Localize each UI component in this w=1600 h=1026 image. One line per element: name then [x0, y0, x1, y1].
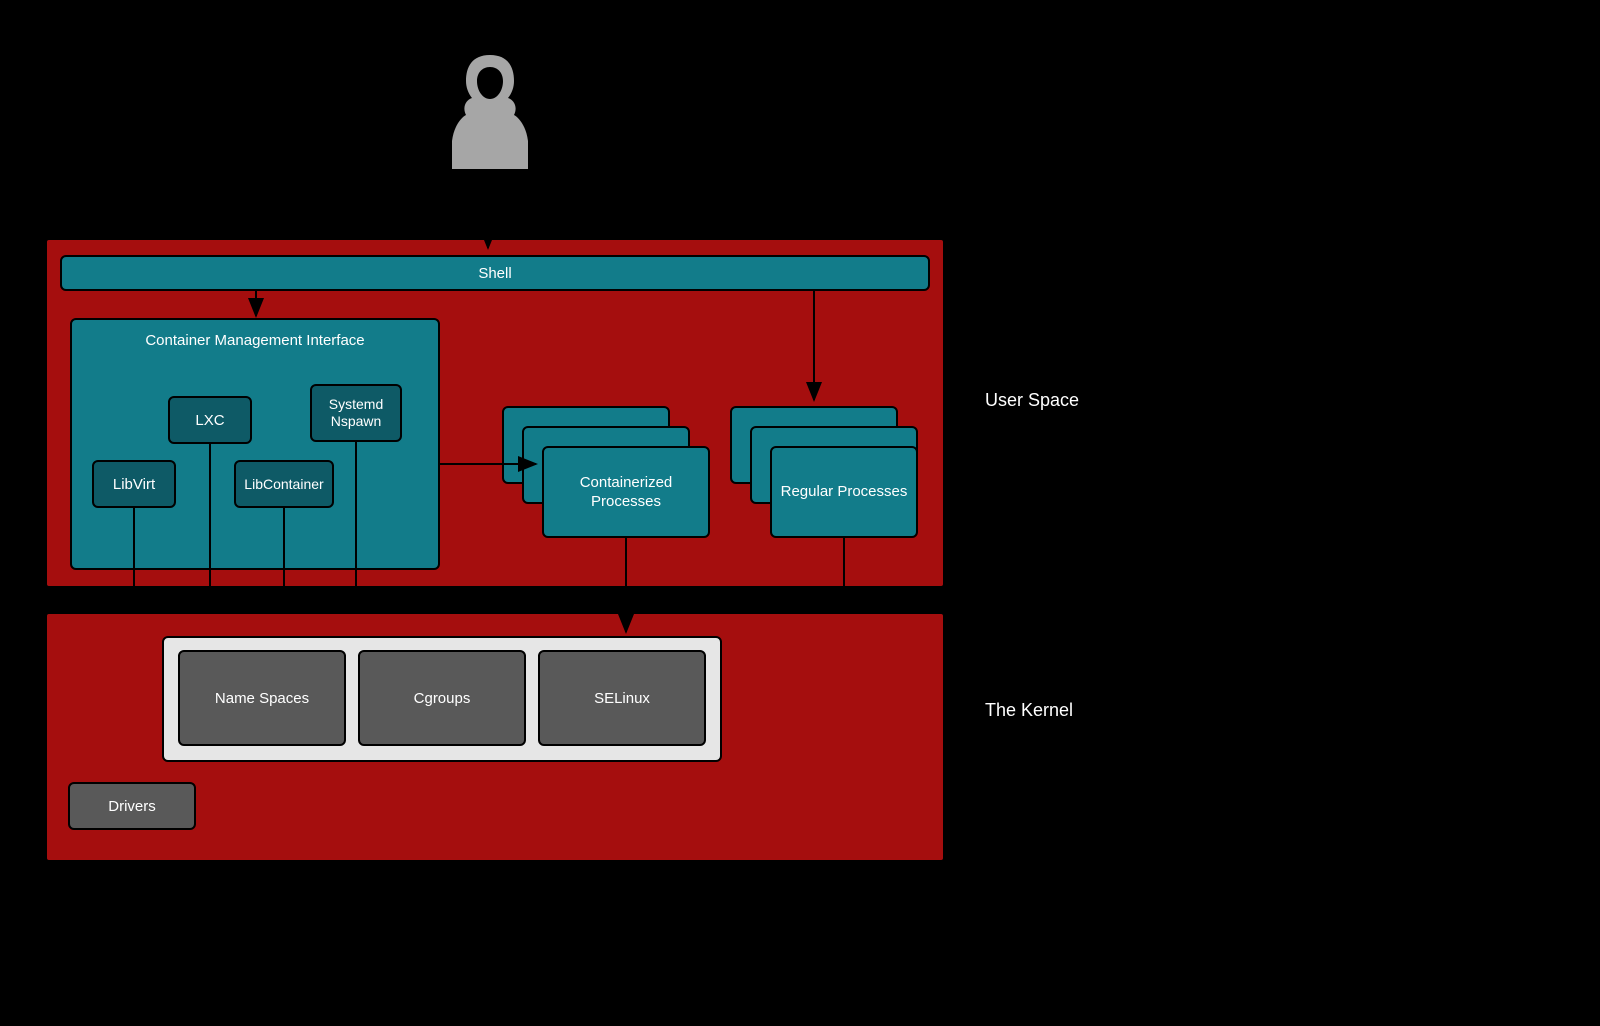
architecture-diagram: User Space The Kernel Shell Container Ma…: [0, 0, 1600, 1026]
user-icon: [440, 45, 540, 175]
cmi-box: Container Management Interface: [70, 318, 440, 570]
systemd-nspawn-box: Systemd Nspawn: [310, 384, 402, 442]
regular-card-front: Regular Processes: [770, 446, 918, 538]
drivers-box: Drivers: [68, 782, 196, 830]
libcontainer-box: LibContainer: [234, 460, 334, 508]
shell-box: Shell: [60, 255, 930, 291]
libvirt-box: LibVirt: [92, 460, 176, 508]
containerized-card-front: Containerized Processes: [542, 446, 710, 538]
label-user-space: User Space: [985, 390, 1079, 411]
namespaces-box: Name Spaces: [178, 650, 346, 746]
lxc-box: LXC: [168, 396, 252, 444]
selinux-box: SELinux: [538, 650, 706, 746]
cgroups-box: Cgroups: [358, 650, 526, 746]
label-kernel: The Kernel: [985, 700, 1073, 721]
cmi-label: Container Management Interface: [145, 332, 364, 349]
